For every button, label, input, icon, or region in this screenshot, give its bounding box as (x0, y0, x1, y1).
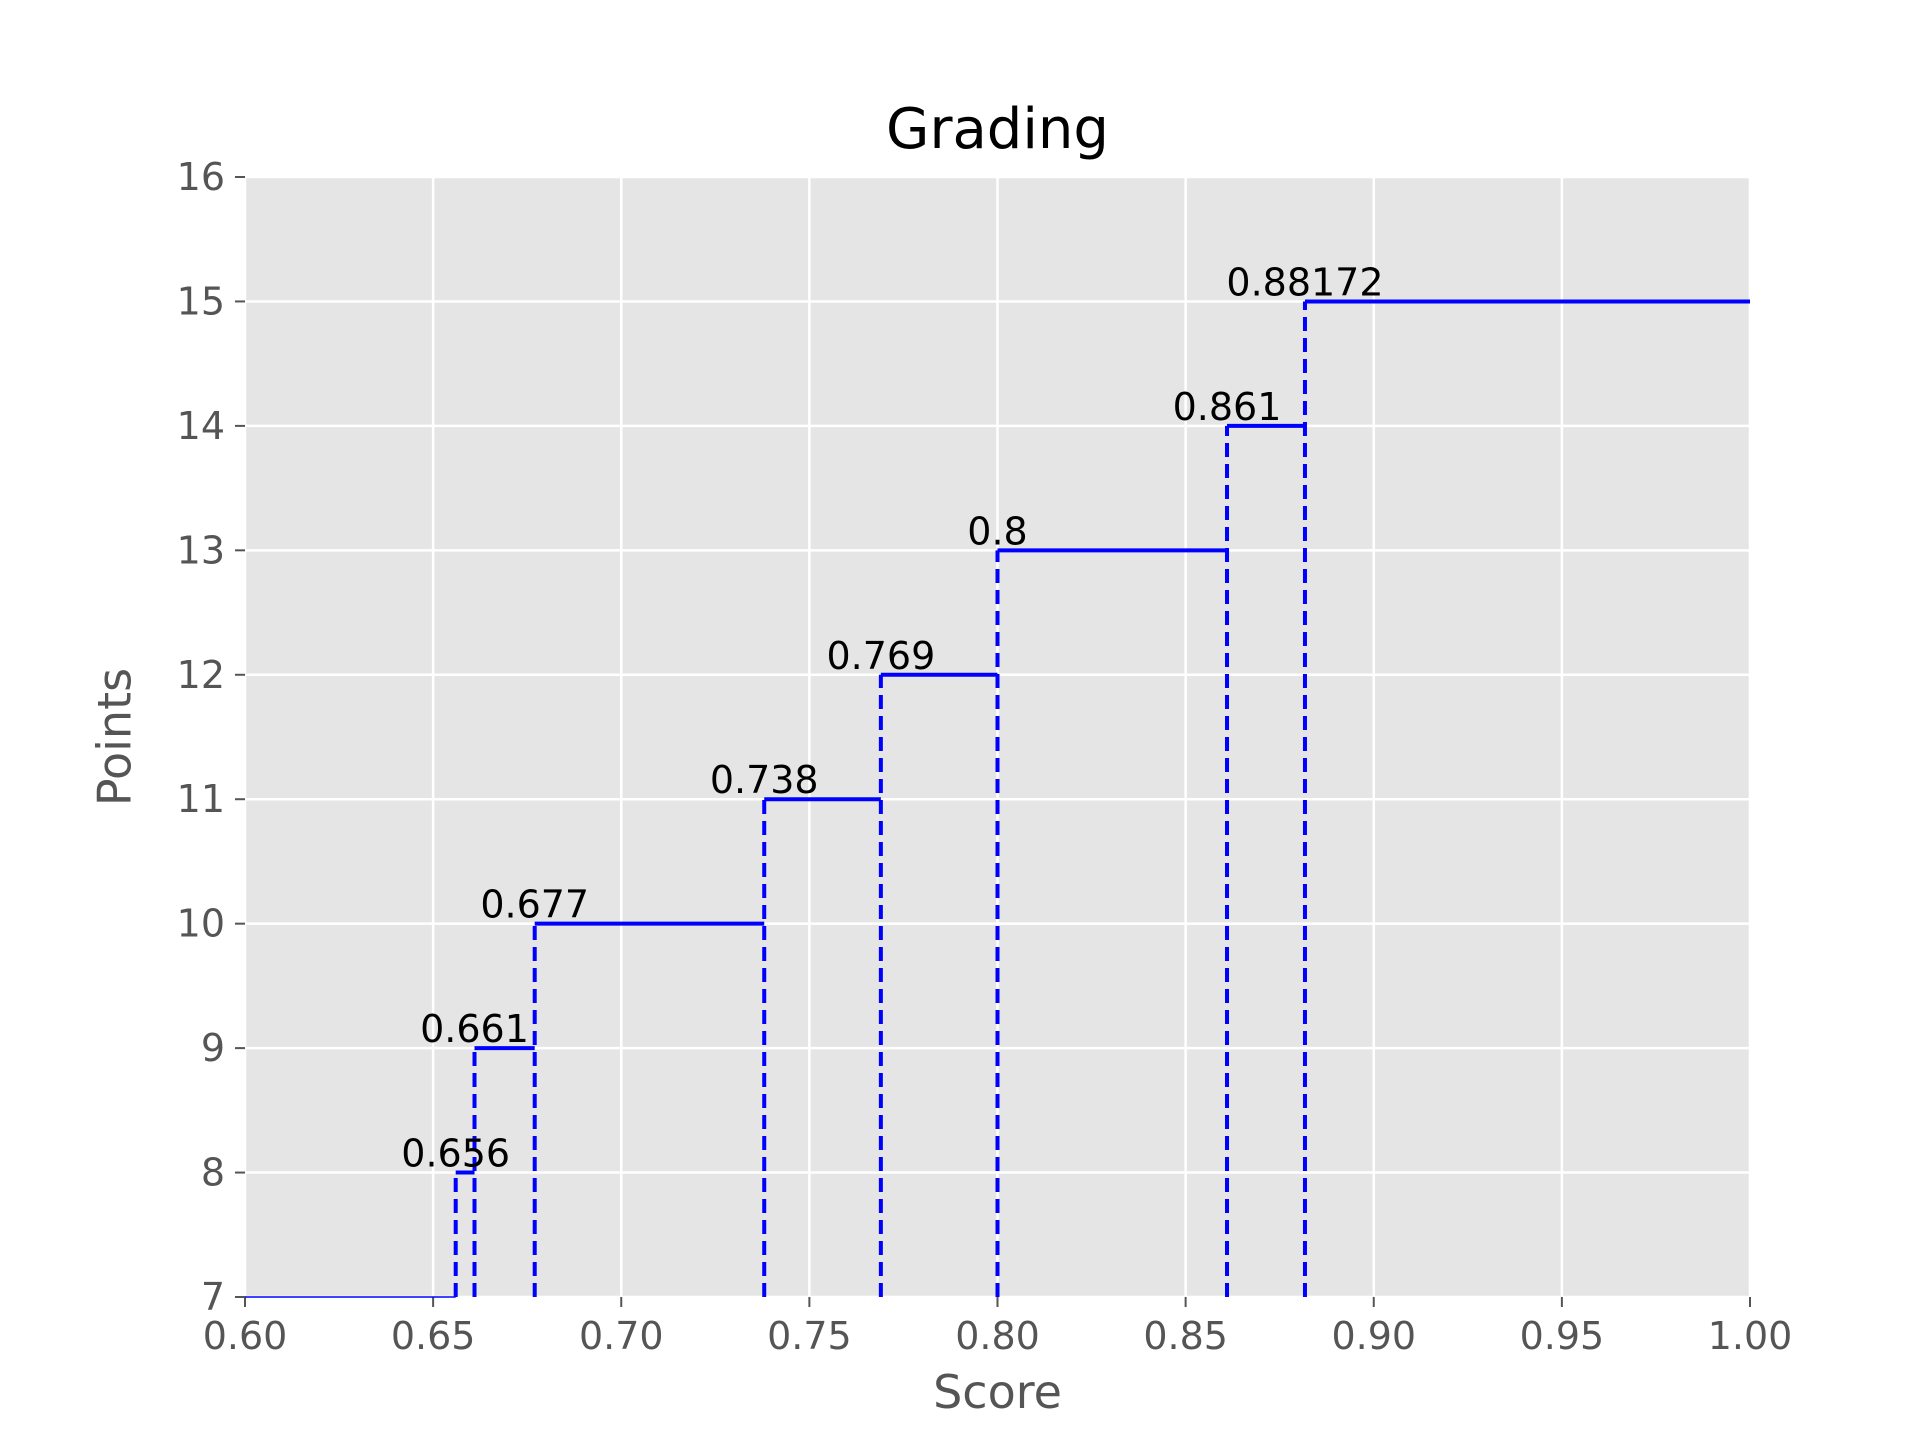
y-tick-label: 15 (177, 279, 225, 323)
x-tick-label: 0.90 (1331, 1314, 1416, 1358)
y-tick-label: 12 (177, 653, 225, 697)
step-label: 0.677 (480, 883, 589, 927)
x-tick-label: 0.75 (767, 1314, 852, 1358)
x-axis-title: Score (933, 1365, 1062, 1419)
y-tick-label: 14 (177, 404, 225, 448)
step-label: 0.861 (1173, 385, 1282, 429)
step-label: 0.661 (420, 1007, 529, 1051)
y-tick-label: 9 (201, 1026, 225, 1070)
chart-title: Grading (886, 97, 1109, 162)
y-tick-label: 11 (177, 777, 225, 821)
y-tick-label: 16 (177, 155, 225, 199)
step-label: 0.738 (710, 758, 819, 802)
y-tick-label: 7 (201, 1275, 225, 1319)
step-label: 0.656 (401, 1132, 510, 1176)
x-tick-label: 1.00 (1708, 1314, 1793, 1358)
step-labels: 0.656 0.661 0.677 0.738 0.769 0.8 0.861 0.88172 (401, 260, 1383, 1175)
axis-ticks: 0.60 0.65 0.70 0.75 0.80 0.85 0.90 0.95 1.00 7 8 9 1… (177, 155, 1793, 1358)
y-tick-label: 8 (201, 1151, 225, 1195)
step-label: 0.769 (826, 634, 935, 678)
x-tick-label: 0.80 (955, 1314, 1040, 1358)
y-tick-label: 10 (177, 902, 225, 946)
x-tick-label: 0.60 (203, 1314, 288, 1358)
step-series (245, 299, 1750, 1298)
step-label: 0.8 (967, 509, 1027, 553)
x-tick-label: 0.95 (1520, 1314, 1605, 1358)
x-tick-label: 0.85 (1143, 1314, 1228, 1358)
x-tick-label: 0.65 (391, 1314, 476, 1358)
step-label: 0.88172 (1226, 260, 1383, 304)
y-axis-title: Points (88, 668, 142, 806)
y-tick-label: 13 (177, 528, 225, 572)
x-tick-label: 0.70 (579, 1314, 664, 1358)
